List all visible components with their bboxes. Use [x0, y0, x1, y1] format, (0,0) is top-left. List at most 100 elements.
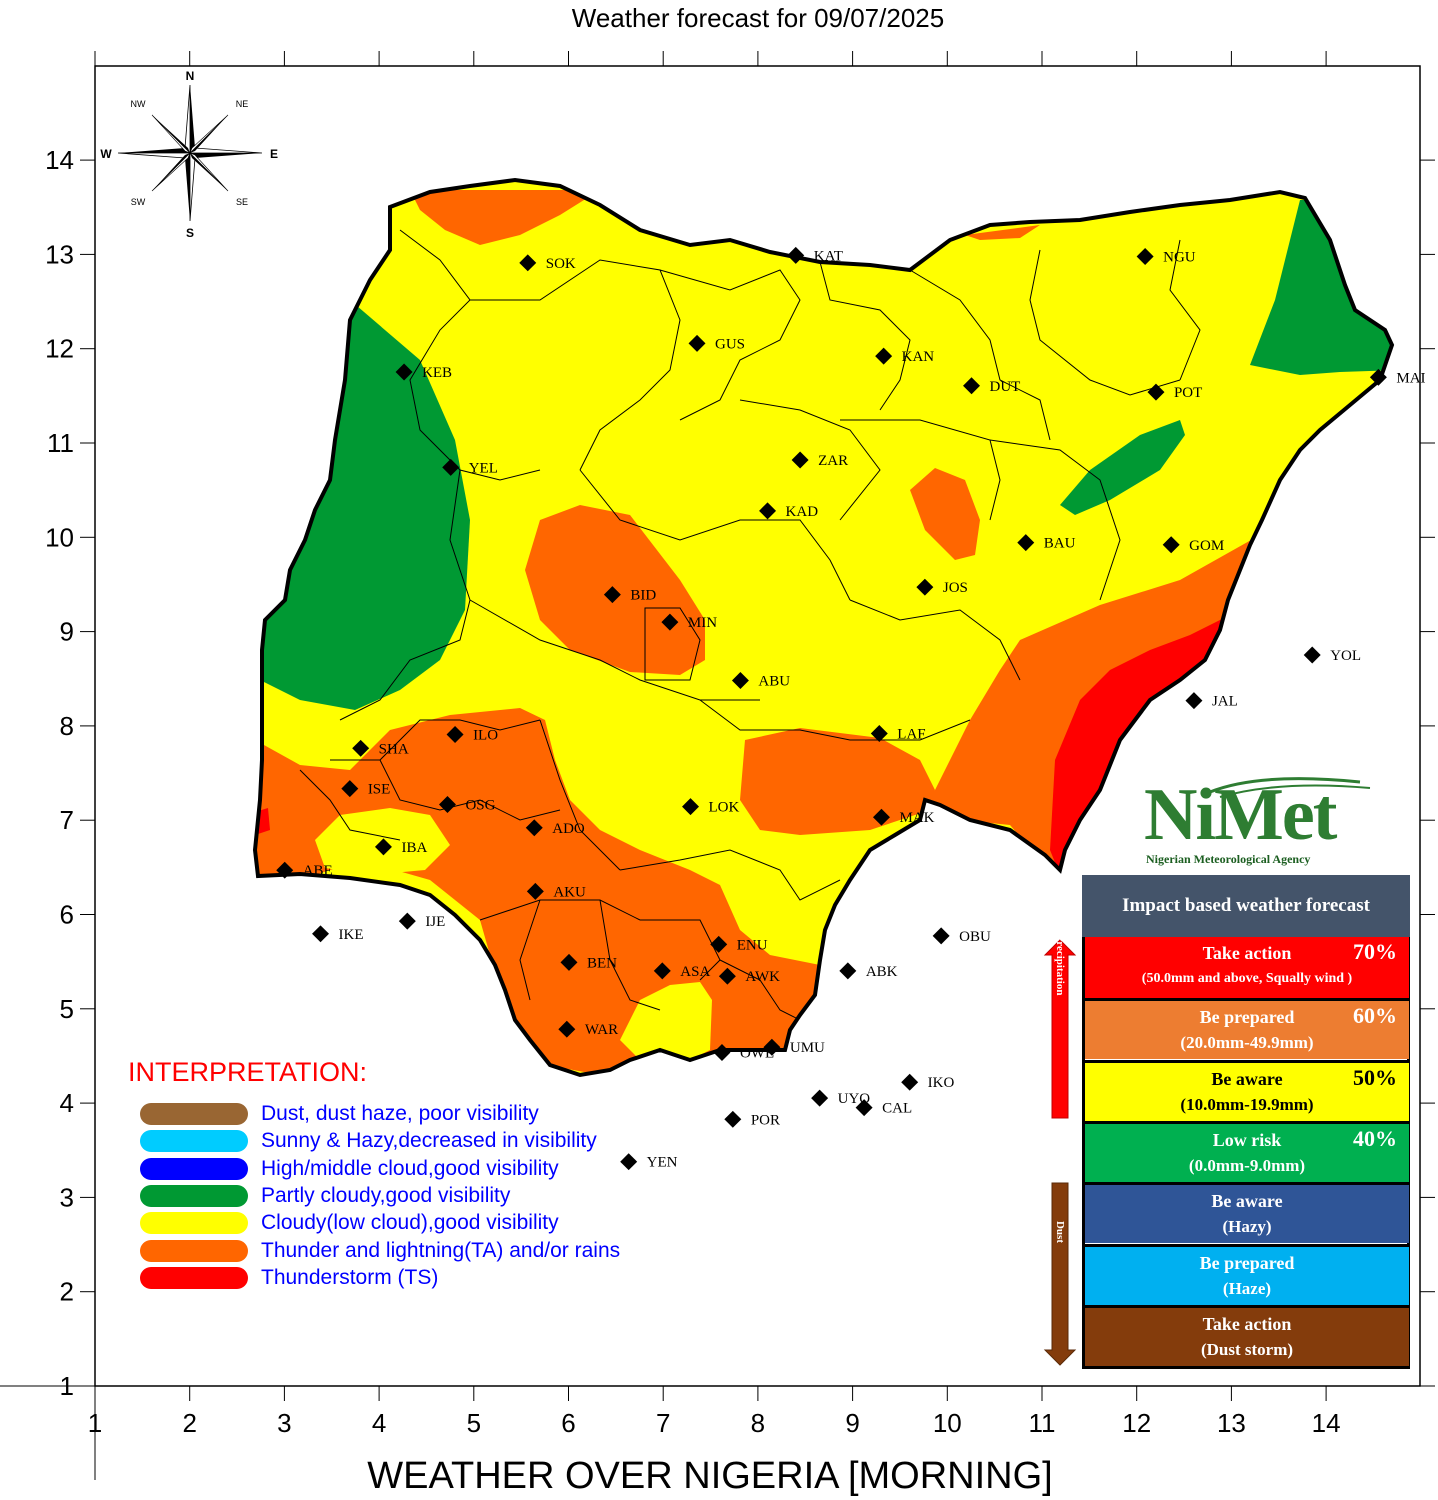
dust-label: Dust [1054, 1221, 1066, 1243]
city-marker-icon [875, 347, 893, 365]
city-dut: DUT [963, 377, 1021, 395]
city-label: IKE [339, 927, 364, 943]
nimet-logo: NiMet Nigerian Meteorological Agency [1140, 772, 1380, 872]
impact-level-title: Be prepared [1199, 1007, 1295, 1028]
compass-e: E [270, 147, 278, 161]
impact-level: Be aware (Hazy) [1085, 1182, 1409, 1244]
y-axis: 12 3 4 5 6 7 8 9 10 11 12 13 14 [0, 145, 1435, 1480]
city-label: ADO [552, 821, 585, 837]
city-lok: LOK [682, 798, 740, 816]
city-mai: MAI [1369, 368, 1426, 386]
city-ike: IKE [312, 925, 364, 943]
city-label: BID [630, 588, 656, 604]
y-tick-label: 7 [60, 805, 74, 835]
zone-thunder-north [410, 190, 600, 245]
impact-level-title: Take action [1202, 1313, 1292, 1334]
city-marker-icon [653, 962, 671, 980]
city-sha: SHA [352, 739, 409, 757]
impact-level: Be prepared (20.0mm-49.9mm) 60% [1085, 998, 1409, 1060]
city-cal: CAL [855, 1099, 912, 1117]
map-title: Weather forecast for 09/07/2025 [571, 3, 945, 33]
city-label: IBA [401, 840, 427, 856]
city-marker-icon [916, 578, 934, 596]
city-label: SOK [546, 256, 576, 272]
y-tick-label: 10 [45, 522, 74, 552]
city-min: MIN [661, 613, 717, 631]
x-tick-label: 4 [372, 1408, 386, 1438]
city-label: OSG [465, 797, 495, 813]
impact-level-title: Be prepared [1199, 1252, 1295, 1273]
impact-level-detail: (10.0mm-19.9mm) [1180, 1094, 1314, 1114]
x-tick-label: 8 [751, 1408, 765, 1438]
city-label: JOS [943, 580, 968, 596]
x-tick-label: 14 [1312, 1408, 1341, 1438]
city-label: ABU [758, 673, 790, 689]
city-pot: POT [1147, 383, 1202, 401]
city-marker-icon [710, 935, 728, 953]
city-marker-icon [718, 967, 736, 985]
legend-label: Thunder and lightning(TA) and/or rains [261, 1238, 621, 1262]
legend-label: Dust, dust haze, poor visibility [261, 1102, 539, 1125]
city-ije: IJE [398, 912, 445, 930]
city-label: GOM [1189, 538, 1224, 554]
impact-level-detail: (0.0mm-9.0mm) [1188, 1155, 1306, 1175]
logo-swoosh-icon [1209, 777, 1371, 798]
city-marker-icon [438, 795, 456, 813]
city-gus: GUS [688, 334, 745, 352]
impact-level-title: Low risk [1212, 1129, 1282, 1150]
city-label: MAK [899, 810, 934, 826]
city-enu: ENU [710, 935, 768, 953]
y-tick-label: 6 [60, 900, 74, 930]
city-label: YOL [1330, 648, 1361, 664]
compass-sw: SW [131, 197, 146, 207]
impact-level: Take action (Dust storm) [1085, 1304, 1409, 1366]
city-label: ABE [303, 863, 333, 879]
city-label: KEB [422, 365, 452, 381]
city-label: ABK [866, 964, 898, 980]
city-marker-icon [374, 838, 392, 856]
city-label: ASA [680, 964, 710, 980]
precipitation-label: Precipitation [1054, 935, 1066, 996]
city-label: LAF [897, 726, 925, 742]
city-label: KAT [814, 248, 843, 264]
city-marker-icon [312, 925, 330, 943]
city-mak: MAK [872, 808, 935, 826]
legend-label: Sunny & Hazy,decreased in visibility [261, 1129, 597, 1153]
city-marker-icon [791, 451, 809, 469]
x-tick-label: 7 [656, 1408, 670, 1438]
city-osg: OSG [438, 795, 496, 813]
city-bau: BAU [1017, 534, 1076, 552]
city-marker-icon [688, 334, 706, 352]
city-yen: YEN [620, 1153, 678, 1171]
impact-header: Impact based weather forecast [1082, 875, 1410, 937]
legend-item: Dust, dust haze, poor visibility [140, 1101, 539, 1127]
compass-nw: NW [131, 99, 146, 109]
legend-item: Thunderstorm (TS) [140, 1265, 438, 1291]
impact-level: Be prepared (Haze) [1085, 1243, 1409, 1305]
city-keb: KEB [395, 363, 452, 381]
impact-level-title: Be aware [1211, 1068, 1283, 1089]
city-label: MAI [1396, 370, 1425, 386]
x-tick-label: 12 [1122, 1408, 1151, 1438]
x-tick-label: 9 [845, 1408, 859, 1438]
zone-thunder-south [255, 708, 880, 1075]
city-yol: YOL [1303, 646, 1361, 664]
impact-level-percent: 40% [1353, 1125, 1397, 1151]
city-label: LOK [709, 800, 740, 816]
city-marker-icon [872, 808, 890, 826]
legend-item: Cloudy(low cloud),good visibility [140, 1210, 559, 1236]
x-tick-label: 3 [277, 1408, 291, 1438]
city-label: KAD [786, 504, 819, 520]
city-marker-icon [352, 739, 370, 757]
city-marker-icon [526, 882, 544, 900]
city-marker-icon [839, 962, 857, 980]
zone-thunder-bauchi [910, 468, 980, 560]
compass-n: N [186, 69, 195, 83]
city-label: ENU [737, 937, 768, 953]
city-label: POR [751, 1112, 780, 1128]
city-ise: ISE [341, 780, 390, 798]
city-label: DUT [990, 379, 1021, 395]
city-awk: AWK [718, 967, 780, 985]
impact-level: Be aware (10.0mm-19.9mm) 50% [1085, 1059, 1409, 1121]
compass-rose-icon: N S E W NE NW SE SW [100, 69, 278, 240]
